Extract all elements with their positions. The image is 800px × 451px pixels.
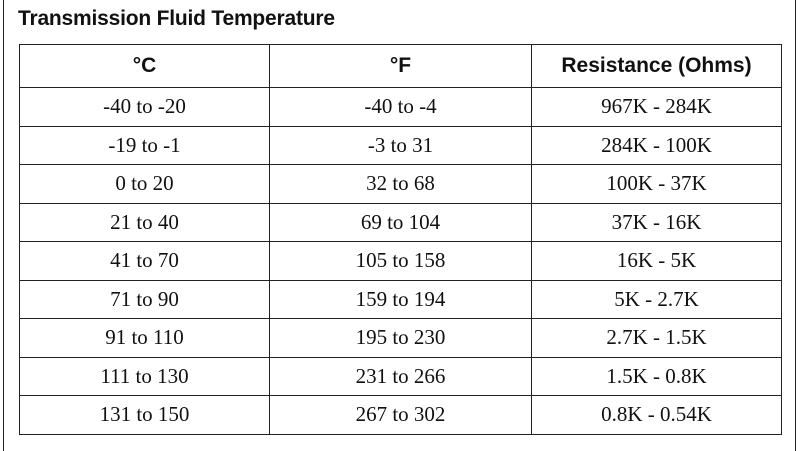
cell-resistance: 5K - 2.7K <box>531 279 782 319</box>
cell-celsius: 21 to 40 <box>19 202 270 242</box>
table-row: 71 to 90 159 to 194 5K - 2.7K <box>19 279 782 319</box>
page-frame <box>3 0 796 451</box>
cell-resistance: 2.7K - 1.5K <box>531 318 782 358</box>
cell-celsius: -40 to -20 <box>19 87 270 127</box>
cell-fahrenheit: -3 to 31 <box>269 125 532 165</box>
table-row: -40 to -20 -40 to -4 967K - 284K <box>19 87 782 127</box>
table-row: 0 to 20 32 to 68 100K - 37K <box>19 164 782 204</box>
column-header-resistance: Resistance (Ohms) <box>531 44 782 88</box>
cell-celsius: 0 to 20 <box>19 164 270 204</box>
table-row: 41 to 70 105 to 158 16K - 5K <box>19 241 782 281</box>
cell-celsius: -19 to -1 <box>19 125 270 165</box>
cell-fahrenheit: -40 to -4 <box>269 87 532 127</box>
cell-resistance: 100K - 37K <box>531 164 782 204</box>
cell-celsius: 131 to 150 <box>19 395 270 435</box>
cell-fahrenheit: 195 to 230 <box>269 318 532 358</box>
table-row: 111 to 130 231 to 266 1.5K - 0.8K <box>19 356 782 396</box>
cell-resistance: 284K - 100K <box>531 125 782 165</box>
temperature-resistance-table: °C °F Resistance (Ohms) -40 to -20 -40 t… <box>19 44 782 435</box>
cell-resistance: 37K - 16K <box>531 202 782 242</box>
page-title: Transmission Fluid Temperature <box>18 7 335 30</box>
cell-fahrenheit: 105 to 158 <box>269 241 532 281</box>
cell-resistance: 16K - 5K <box>531 241 782 281</box>
cell-fahrenheit: 231 to 266 <box>269 356 532 396</box>
cell-celsius: 111 to 130 <box>19 356 270 396</box>
column-header-fahrenheit: °F <box>269 44 532 88</box>
cell-celsius: 41 to 70 <box>19 241 270 281</box>
cell-resistance: 0.8K - 0.54K <box>531 395 782 435</box>
cell-resistance: 1.5K - 0.8K <box>531 356 782 396</box>
table-row: 91 to 110 195 to 230 2.7K - 1.5K <box>19 318 782 358</box>
column-header-celsius: °C <box>19 44 270 88</box>
cell-celsius: 91 to 110 <box>19 318 270 358</box>
cell-celsius: 71 to 90 <box>19 279 270 319</box>
table-header-row: °C °F Resistance (Ohms) <box>19 44 782 88</box>
cell-fahrenheit: 267 to 302 <box>269 395 532 435</box>
table-row: 131 to 150 267 to 302 0.8K - 0.54K <box>19 395 782 435</box>
cell-fahrenheit: 69 to 104 <box>269 202 532 242</box>
cell-fahrenheit: 159 to 194 <box>269 279 532 319</box>
table-row: 21 to 40 69 to 104 37K - 16K <box>19 202 782 242</box>
table-row: -19 to -1 -3 to 31 284K - 100K <box>19 125 782 165</box>
cell-fahrenheit: 32 to 68 <box>269 164 532 204</box>
cell-resistance: 967K - 284K <box>531 87 782 127</box>
